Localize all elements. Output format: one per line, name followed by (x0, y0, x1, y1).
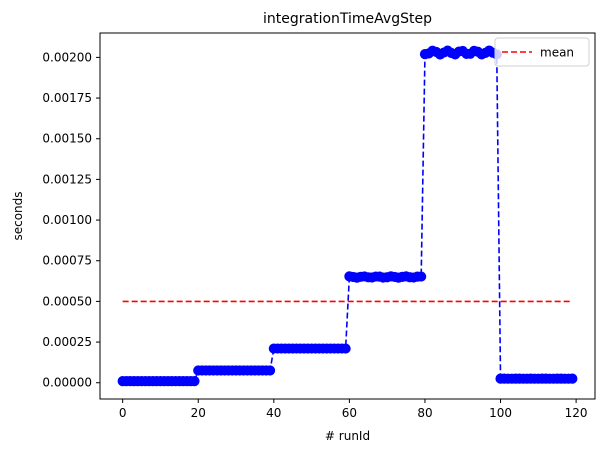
data-point (416, 271, 427, 282)
x-tick-label: 80 (417, 406, 432, 420)
chart-marks (117, 45, 578, 387)
data-point (340, 343, 351, 354)
y-tick-label: 0.00100 (42, 213, 92, 227)
y-tick-label: 0.00025 (42, 335, 92, 349)
x-tick-label: 20 (191, 406, 206, 420)
data-point (189, 376, 200, 387)
plot-frame (99, 32, 596, 400)
y-tick-label: 0.00175 (42, 91, 92, 105)
chart-axes: 0 20 40 60 80 100 120 0.00000 0.00025 0.00050 0.00… (42, 50, 587, 420)
x-tick-label: 100 (489, 406, 512, 420)
y-tick-label: 0.00200 (42, 50, 92, 64)
y-tick-label: 0.00000 (42, 376, 92, 390)
y-tick-label: 0.00125 (42, 172, 92, 186)
legend-box (494, 37, 590, 67)
legend-label-mean: mean (540, 46, 574, 60)
y-axis-label: seconds (11, 191, 25, 240)
data-point (264, 365, 276, 376)
y-tick-label: 0.00150 (42, 132, 92, 146)
y-tick-label: 0.00075 (42, 254, 92, 268)
x-tick-label: 60 (342, 406, 357, 420)
x-tick-label: 0 (119, 406, 127, 420)
x-tick-label: 40 (266, 406, 281, 420)
legend: mean (494, 37, 590, 67)
x-axis-label: # runId (325, 429, 370, 443)
y-tick-label: 0.00050 (42, 294, 92, 308)
chart-title: integrationTimeAvgStep (263, 11, 432, 27)
plot-area (100, 33, 595, 399)
x-tick-label: 120 (565, 406, 588, 420)
data-point (567, 373, 578, 384)
